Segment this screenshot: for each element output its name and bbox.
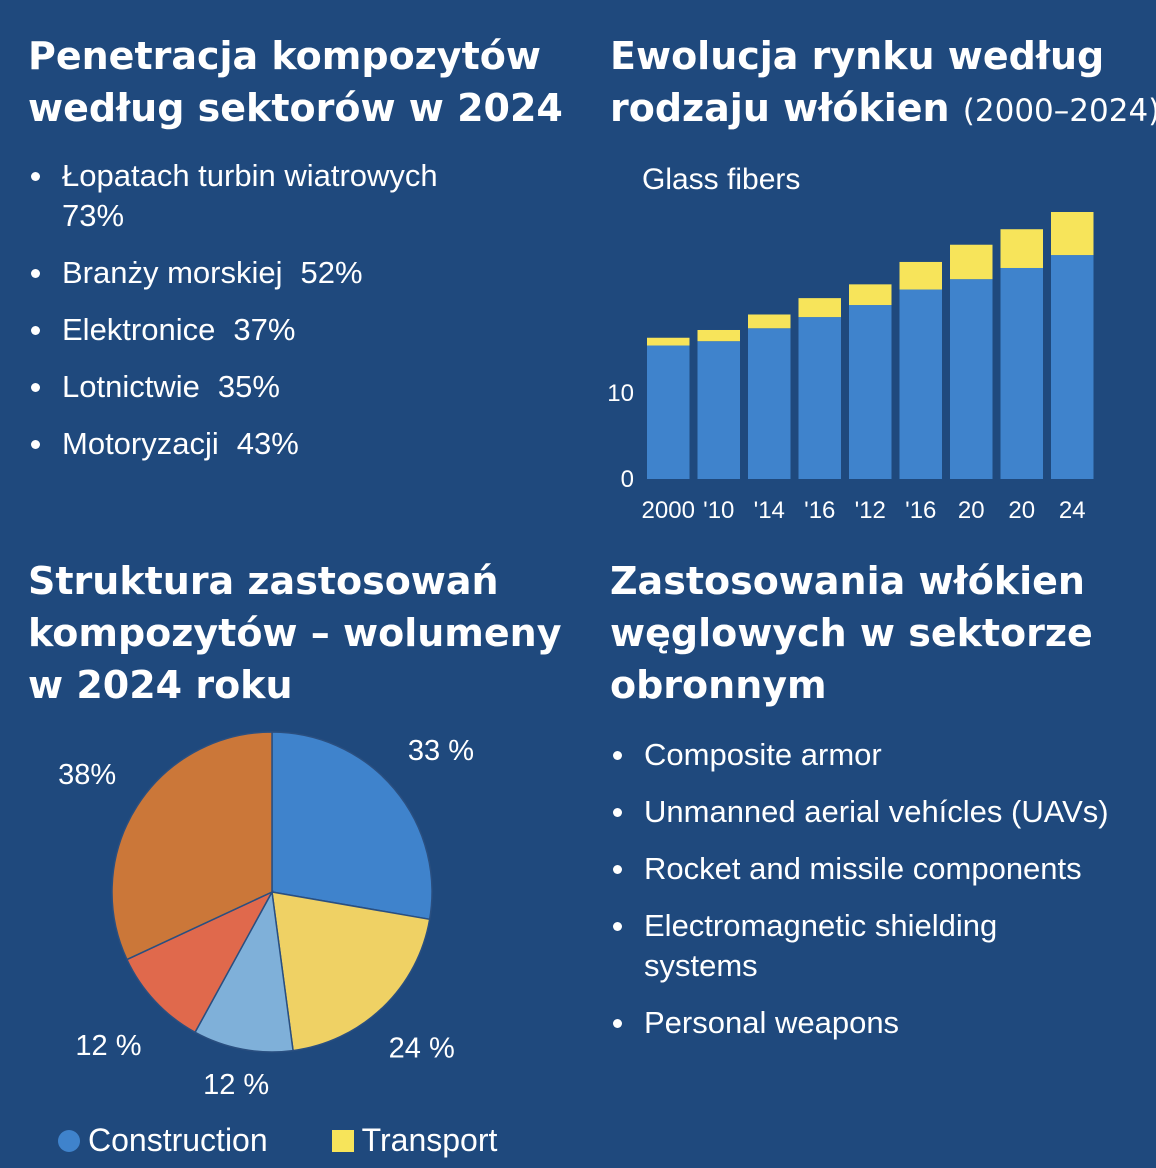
structure-title: Struktura zastosowań kompozytów – wolume…: [28, 555, 588, 711]
structure-panel: Struktura zastosowań kompozytów – wolume…: [28, 555, 588, 711]
bar-segment-top: [798, 298, 841, 318]
bar-x-tick-label: 20: [958, 497, 985, 524]
legend-item-construction: Construction: [58, 1122, 268, 1159]
penetration-title: Penetracja kompozytów według sektorów w …: [28, 30, 588, 134]
bar-segment-top: [647, 337, 690, 346]
penetration-item-label: Lotnictwie: [62, 369, 200, 404]
bar-segment-top: [1051, 212, 1094, 256]
penetration-item-value: 52%: [300, 255, 363, 290]
penetration-title-line2: według sektorów w 2024: [28, 86, 563, 130]
legend-swatch-construction: [58, 1129, 80, 1152]
structure-title-line1: Struktura zastosowań: [28, 559, 499, 603]
structure-title-line3: w 2024 roku: [28, 663, 293, 707]
market-panel: Ewolucja rynku według rodzaju włókien (2…: [610, 30, 1156, 137]
bar-segment-top: [849, 284, 892, 306]
defense-list: Composite armor Unmanned aerial vehícles…: [610, 735, 1156, 1043]
bar-segment-base: [899, 289, 942, 479]
penetration-item-label: Motoryzacji: [62, 426, 219, 461]
bar-segment-base: [647, 345, 690, 479]
penetration-item: Łopatach turbin wiatrowych 73%: [28, 156, 588, 236]
bar-segment-base: [849, 305, 892, 479]
bar-segment-top: [950, 244, 993, 280]
bar-y-axis: 0 10: [607, 380, 634, 493]
bar-segment-top: [899, 261, 942, 290]
bar-x-tick-label: 24: [1059, 497, 1086, 524]
penetration-item: Elektronice 37%: [28, 310, 588, 350]
bar-x-tick-label: '16: [804, 497, 835, 524]
legend-label: Construction: [88, 1122, 268, 1158]
defense-item: Rocket and missile components: [610, 849, 1156, 889]
defense-title-line2: węglowych w sektorze: [610, 611, 1093, 655]
market-title-years: (2000–2024): [962, 93, 1156, 129]
defense-title-line1: Zastosowania włókien: [610, 559, 1085, 603]
penetration-item: Branży morskiej 52%: [28, 253, 588, 293]
market-title-line2: rodzaju włókien: [610, 86, 950, 130]
defense-item: Electromagnetic shielding systems: [610, 906, 1156, 986]
structure-title-line2: kompozytów – wolumeny: [28, 611, 562, 655]
bar-x-tick-label: 2000: [642, 497, 695, 524]
chart-legend: Construction Transport: [58, 1122, 561, 1159]
penetration-item-label: Branży morskiej: [62, 255, 283, 290]
bar-segment-base: [697, 341, 740, 479]
bar-x-axis: 2000 '10 '14 '16 '12 '16 20 20 24: [642, 497, 1086, 524]
market-title-line1: Ewolucja rynku według: [610, 34, 1105, 78]
bar-segment-base: [798, 317, 841, 479]
defense-item: Unmanned aerial vehícles (UAVs): [610, 792, 1156, 832]
penetration-item-value: 43%: [236, 426, 299, 461]
defense-item-line2: systems: [644, 948, 758, 983]
legend-item-transport: Transport: [331, 1122, 498, 1159]
bar-x-tick-label: '16: [905, 497, 936, 524]
bar-segment-base: [1051, 255, 1094, 479]
penetration-panel: Penetracja kompozytów według sektorów w …: [28, 30, 588, 481]
penetration-item-value: 73%: [62, 198, 125, 233]
legend-label: Transport: [361, 1122, 498, 1158]
defense-item: Personal weapons: [610, 1003, 1156, 1043]
bar-marks: [647, 212, 1094, 479]
defense-panel: Zastosowania włókien węglowych w sektorz…: [610, 555, 1156, 1060]
bar-segment-base: [1000, 267, 1043, 479]
bar-segment-top: [697, 329, 740, 342]
bar-y-tick-label: 10: [607, 380, 634, 407]
bar-segment-top: [748, 314, 791, 329]
bar-segment-base: [748, 328, 791, 479]
penetration-title-line1: Penetracja kompozytów: [28, 34, 541, 78]
penetration-item-value: 35%: [217, 369, 280, 404]
bar-segment-base: [950, 279, 993, 479]
defense-title: Zastosowania włókien węglowych w sektorz…: [610, 555, 1156, 711]
penetration-item: Lotnictwie 35%: [28, 367, 588, 407]
defense-item: Composite armor: [610, 735, 1156, 775]
penetration-item-label: Łopatach turbin wiatrowych: [62, 158, 438, 193]
bar-series-label: Glass fibers: [642, 163, 800, 196]
penetration-item-value: 37%: [233, 312, 296, 347]
penetration-item-label: Elektronice: [62, 312, 216, 347]
bar-y-tick-label: 0: [621, 466, 634, 493]
defense-item-line1: Electromagnetic shielding: [644, 908, 998, 943]
market-title: Ewolucja rynku według rodzaju włókien (2…: [610, 30, 1156, 137]
legend-swatch-transport: [331, 1129, 354, 1152]
penetration-list: Łopatach turbin wiatrowych 73% Branży mo…: [28, 156, 588, 464]
defense-title-line3: obronnym: [610, 663, 827, 707]
penetration-item: Motoryzacji 43%: [28, 424, 588, 464]
bar-x-tick-label: 20: [1008, 497, 1035, 524]
bar-segment-top: [1000, 229, 1043, 268]
bar-x-tick-label: '10: [703, 497, 734, 524]
bar-x-tick-label: '12: [855, 497, 886, 524]
bar-x-tick-label: '14: [754, 497, 785, 524]
